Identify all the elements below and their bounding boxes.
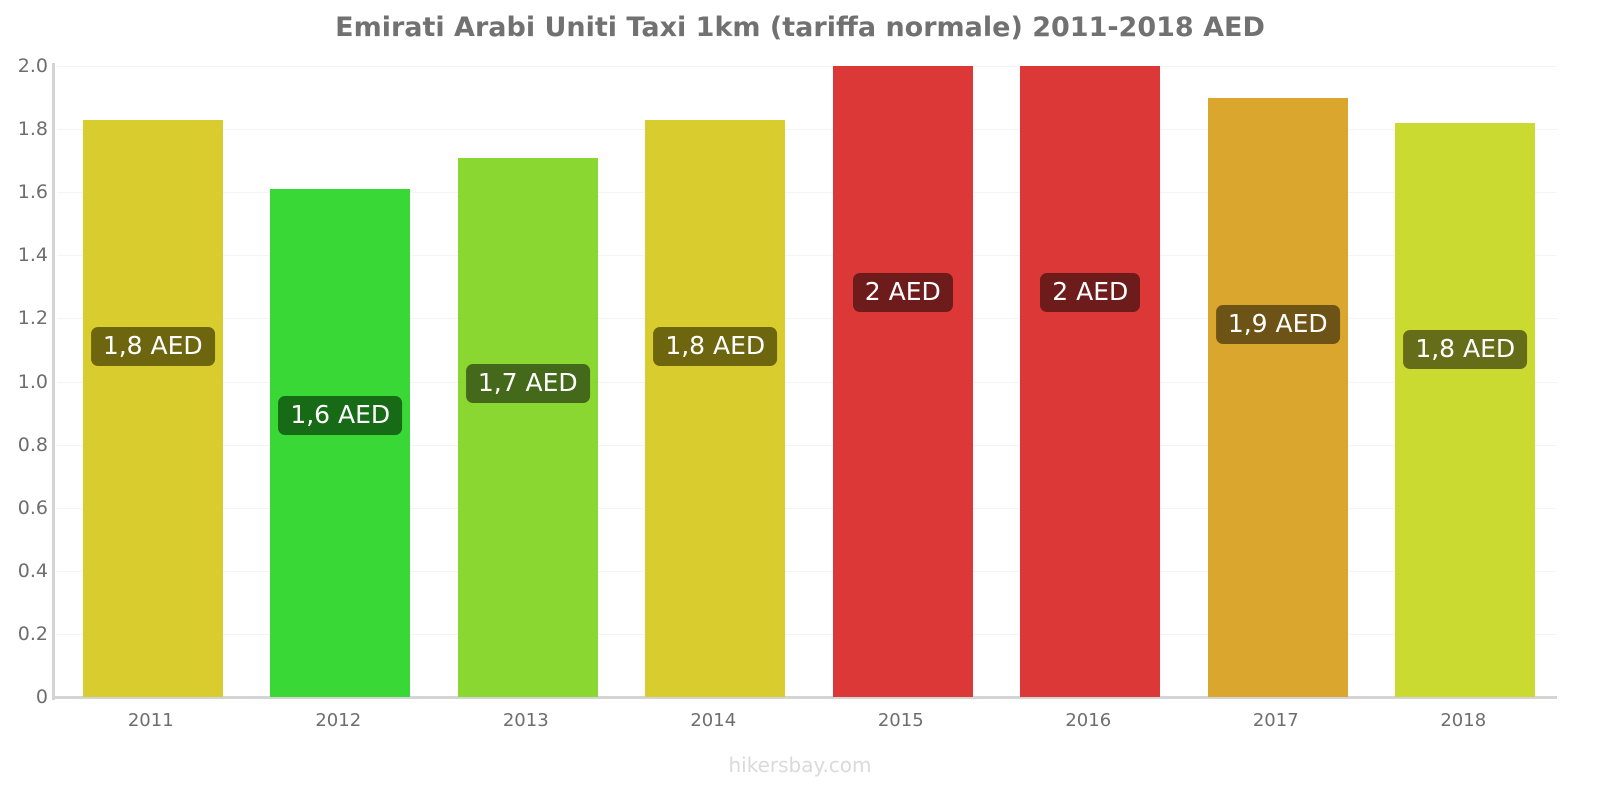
plot-area — [57, 66, 1557, 697]
gridline — [57, 444, 1557, 446]
bar-group[interactable]: 1,9 AED — [1207, 66, 1348, 697]
bar-value-label: 2 AED — [1040, 273, 1141, 312]
bar-value-label: 1,7 AED — [465, 364, 590, 404]
x-axis-line — [52, 696, 1557, 699]
gridline — [57, 381, 1557, 383]
bar-value-label: 1,9 AED — [1215, 304, 1340, 344]
gridline — [57, 633, 1557, 635]
bar-2011[interactable] — [82, 119, 223, 697]
bar-2016[interactable] — [1020, 66, 1161, 697]
bar-group[interactable]: 1,6 AED — [270, 66, 411, 697]
gridline — [57, 255, 1557, 257]
x-axis-tick-label: 2014 — [690, 710, 737, 731]
bar-2018[interactable] — [1395, 122, 1536, 697]
bar-group[interactable]: 1,8 AED — [82, 66, 223, 697]
x-axis-tick-label: 2015 — [877, 710, 924, 731]
watermark: hikersbay.com — [728, 753, 872, 777]
chart-title: Emirati Arabi Uniti Taxi 1km (tariffa no… — [335, 12, 1265, 43]
bar-2012[interactable] — [270, 189, 411, 697]
y-axis-tick-label: 0.8 — [17, 433, 48, 456]
gridline — [57, 66, 1557, 67]
x-axis-tick-label: 2013 — [502, 710, 549, 731]
bar-2015[interactable] — [832, 66, 973, 697]
bar-2013[interactable] — [457, 157, 598, 697]
bar-2017[interactable] — [1207, 97, 1348, 697]
x-axis-tick-label: 2012 — [315, 710, 362, 731]
y-axis-tick-label: 1.2 — [17, 307, 48, 330]
y-axis-line — [52, 63, 55, 700]
y-axis-tick-label: 1.8 — [17, 118, 48, 141]
gridline — [57, 507, 1557, 509]
gridline — [57, 192, 1557, 194]
x-axis-tick-label: 2017 — [1252, 710, 1299, 731]
y-axis-tick-label: 0.4 — [17, 559, 48, 582]
bar-value-label: 2 AED — [852, 273, 953, 312]
y-axis-tick-label: 0.6 — [17, 496, 48, 519]
y-axis-tick-labels: 0 0.2 0.4 0.6 0.8 1.0 1.2 1.4 1.6 1.8 2.0 — [0, 0, 48, 800]
x-axis-tick-label: 2011 — [127, 710, 174, 731]
gridline — [57, 570, 1557, 572]
bar-group[interactable]: 1,8 AED — [645, 66, 786, 697]
bar-value-label: 1,8 AED — [1403, 329, 1528, 369]
bar-2014[interactable] — [645, 119, 786, 697]
bar-value-label: 1,6 AED — [278, 396, 403, 436]
y-axis-tick-label: 1.6 — [17, 181, 48, 204]
y-axis-tick-label: 0.2 — [17, 622, 48, 645]
bar-group[interactable]: 1,7 AED — [457, 66, 598, 697]
gridline — [57, 129, 1557, 131]
y-axis-tick-label: 0 — [35, 686, 48, 708]
bar-group[interactable]: 2 AED — [1020, 66, 1161, 697]
bar-group[interactable]: 2 AED — [832, 66, 973, 697]
x-axis-tick-label: 2018 — [1440, 710, 1487, 731]
bar-value-label: 1,8 AED — [90, 326, 215, 366]
bar-group[interactable]: 1,8 AED — [1395, 66, 1536, 697]
x-axis-tick-label: 2016 — [1065, 710, 1112, 731]
y-axis-tick-label: 2.0 — [17, 55, 48, 77]
bar-value-label: 1,8 AED — [653, 326, 778, 366]
gridline — [57, 318, 1557, 320]
y-axis-tick-label: 1.4 — [17, 244, 48, 267]
y-axis-tick-label: 1.0 — [17, 370, 48, 393]
